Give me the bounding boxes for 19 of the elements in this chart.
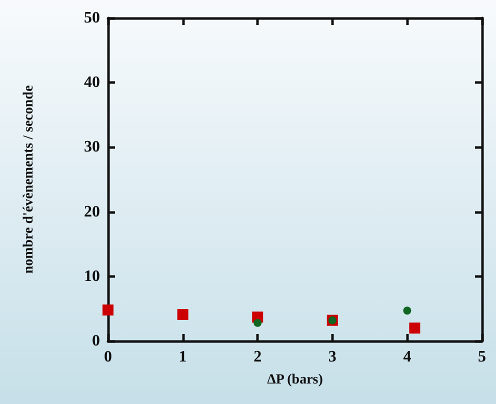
x-tick-label: 4 <box>403 348 412 366</box>
y-tick-label: 20 <box>84 203 100 220</box>
x-tick-label: 5 <box>478 348 486 366</box>
y-axis-title: nombre d'évènements / seconde <box>22 85 36 274</box>
y-tick-label: 50 <box>84 10 100 26</box>
y-tick-label: 10 <box>84 268 100 285</box>
point <box>254 318 262 327</box>
x-tick-label: 0 <box>104 348 112 366</box>
x-axis-title: ΔP (bars) <box>267 372 324 388</box>
y-tick-label: 0 <box>92 332 100 350</box>
point <box>102 304 114 316</box>
x-tick-label: 2 <box>254 348 262 366</box>
point <box>409 322 420 334</box>
x-tick-label: 3 <box>328 348 336 366</box>
point <box>403 306 412 315</box>
x-tick-label: 1 <box>178 348 187 366</box>
point <box>177 309 188 320</box>
y-tick-label: 30 <box>84 138 100 156</box>
y-tick-label: 40 <box>84 74 100 92</box>
